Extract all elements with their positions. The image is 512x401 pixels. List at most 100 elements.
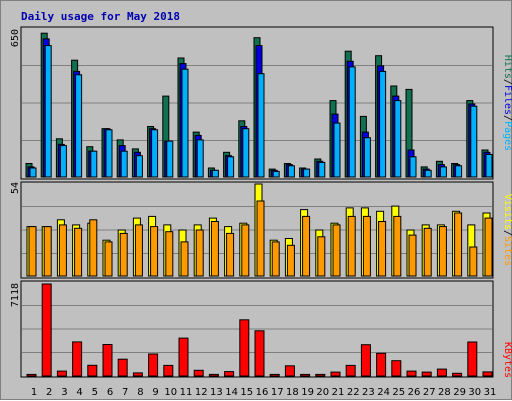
day-label-16: 16	[256, 387, 269, 398]
middle-series-legend: Visits/Sites	[502, 194, 512, 266]
bottom-kbytes-bar-day-26	[406, 370, 417, 377]
middle-sites-bar-day-30	[469, 246, 478, 277]
day-label-24: 24	[377, 387, 390, 398]
day-label-29: 29	[453, 387, 466, 398]
middle-sites-bar-day-25	[393, 215, 402, 277]
middle-sites-bar-day-12	[195, 229, 204, 277]
middle-sites-bar-day-9	[150, 226, 159, 277]
top-pages-bar-day-18	[287, 165, 295, 178]
day-label-30: 30	[468, 387, 481, 398]
top-pages-bar-day-28	[439, 166, 447, 178]
bottom-kbytes-bar-day-10	[163, 364, 174, 377]
top-pages-bar-day-12	[196, 139, 204, 178]
middle-sites-bar-day-28	[438, 226, 447, 277]
bottom-kbytes-bar-day-20	[315, 373, 326, 377]
bottom-kbytes-bar-day-27	[421, 371, 432, 377]
legend-visits: Visits	[502, 194, 512, 230]
bottom-kbytes-bar-day-24	[376, 352, 387, 377]
bottom-kbytes-bar-day-6	[102, 344, 113, 377]
middle-sites-bar-day-6	[104, 241, 113, 277]
middle-sites-bar-day-14	[226, 232, 235, 277]
top-pages-bar-day-8	[135, 155, 143, 178]
bottom-kbytes-bar-day-22	[345, 364, 356, 377]
middle-sites-bar-day-26	[408, 234, 417, 277]
bottom-kbytes-bar-day-13	[208, 373, 219, 377]
middle-sites-bar-day-31	[484, 217, 493, 277]
middle-sites-bar-day-11	[180, 241, 189, 277]
top-pages-bar-day-7	[120, 150, 128, 178]
day-label-4: 4	[76, 387, 82, 398]
legend-pages: Pages	[502, 121, 512, 151]
top-pages-bar-day-13	[211, 169, 219, 178]
top-series-legend: Hits/Files/Pages	[502, 55, 512, 151]
day-label-27: 27	[423, 387, 436, 398]
bottom-kbytes-bar-day-9	[148, 353, 159, 377]
bottom-kbytes-bar-day-7	[117, 358, 128, 377]
middle-sites-bar-day-13	[210, 221, 219, 277]
middle-sites-bar-day-17	[271, 241, 280, 277]
middle-sites-bar-day-27	[423, 227, 432, 277]
bottom-kbytes-bar-day-2	[41, 283, 52, 377]
bottom-kbytes-bar-day-14	[224, 371, 235, 377]
day-label-19: 19	[301, 387, 314, 398]
day-label-26: 26	[408, 387, 421, 398]
bottom-kbytes-bar-day-23	[360, 344, 371, 377]
top-pages-bar-day-27	[424, 169, 432, 178]
middle-sites-bar-day-16	[256, 200, 265, 277]
top-pages-bar-day-11	[181, 68, 189, 178]
middle-sites-bar-day-1	[28, 226, 37, 277]
bottom-kbytes-bar-day-5	[87, 364, 98, 377]
bottom-kbytes-bar-day-28	[436, 368, 447, 377]
day-label-3: 3	[61, 387, 67, 398]
legend-kbytes: KBytes	[502, 342, 512, 378]
legend-separator: /	[502, 115, 512, 121]
bottom-series-legend: KBytes	[502, 342, 512, 378]
middle-sites-bar-day-5	[89, 219, 98, 277]
middle-sites-bar-day-8	[134, 224, 143, 277]
top-pages-bar-day-26	[409, 156, 417, 178]
middle-sites-bar-day-19	[302, 215, 311, 277]
day-label-6: 6	[107, 387, 113, 398]
legend-separator: /	[502, 79, 512, 85]
middle-sites-bar-day-20	[317, 236, 326, 277]
bottom-kbytes-bar-day-16	[254, 330, 265, 377]
day-label-22: 22	[347, 387, 360, 398]
day-label-2: 2	[46, 387, 52, 398]
top-pages-bar-day-4	[75, 74, 83, 178]
day-label-10: 10	[164, 387, 177, 398]
bottom-kbytes-bar-day-25	[391, 360, 402, 377]
day-label-5: 5	[92, 387, 98, 398]
top-pages-bar-day-19	[303, 168, 311, 178]
top-pages-bar-day-6	[105, 129, 113, 178]
middle-sites-bar-day-15	[241, 224, 250, 277]
top-ymax-label: 650	[10, 29, 21, 47]
day-label-20: 20	[316, 387, 329, 398]
top-pages-bar-day-1	[29, 167, 37, 178]
top-bars	[25, 32, 493, 178]
legend-files: Files	[502, 85, 512, 115]
day-label-23: 23	[362, 387, 375, 398]
bottom-kbytes-bar-day-19	[300, 373, 311, 377]
middle-sites-bar-day-2	[43, 226, 52, 277]
day-labels: 1 2 3 4 5 6 7 8 9 10 11 12 13 14 15 16 17 18 19 20 21 22 23 24 2…	[31, 387, 497, 398]
day-label-9: 9	[152, 387, 158, 398]
day-label-21: 21	[332, 387, 345, 398]
middle-ymax-label: 54	[10, 182, 21, 194]
top-pages-bar-day-5	[90, 150, 98, 178]
bottom-kbytes-bar-day-31	[482, 371, 493, 377]
legend-hits: Hits	[502, 55, 512, 79]
day-label-13: 13	[210, 387, 223, 398]
bottom-kbytes-bar-day-15	[239, 319, 250, 377]
chart-title: Daily usage for May 2018	[21, 10, 180, 23]
top-pages-bar-day-2	[44, 45, 52, 178]
bottom-kbytes-bar-day-17	[269, 373, 280, 377]
legend-sites: Sites	[502, 236, 512, 266]
day-label-31: 31	[484, 387, 497, 398]
top-pages-bar-day-25	[394, 100, 402, 178]
middle-bars	[26, 183, 493, 277]
bottom-kbytes-bar-day-11	[178, 337, 189, 377]
bottom-kbytes-bar-day-4	[72, 341, 83, 377]
middle-sites-bar-day-24	[378, 221, 387, 277]
top-pages-bar-day-30	[470, 105, 478, 178]
